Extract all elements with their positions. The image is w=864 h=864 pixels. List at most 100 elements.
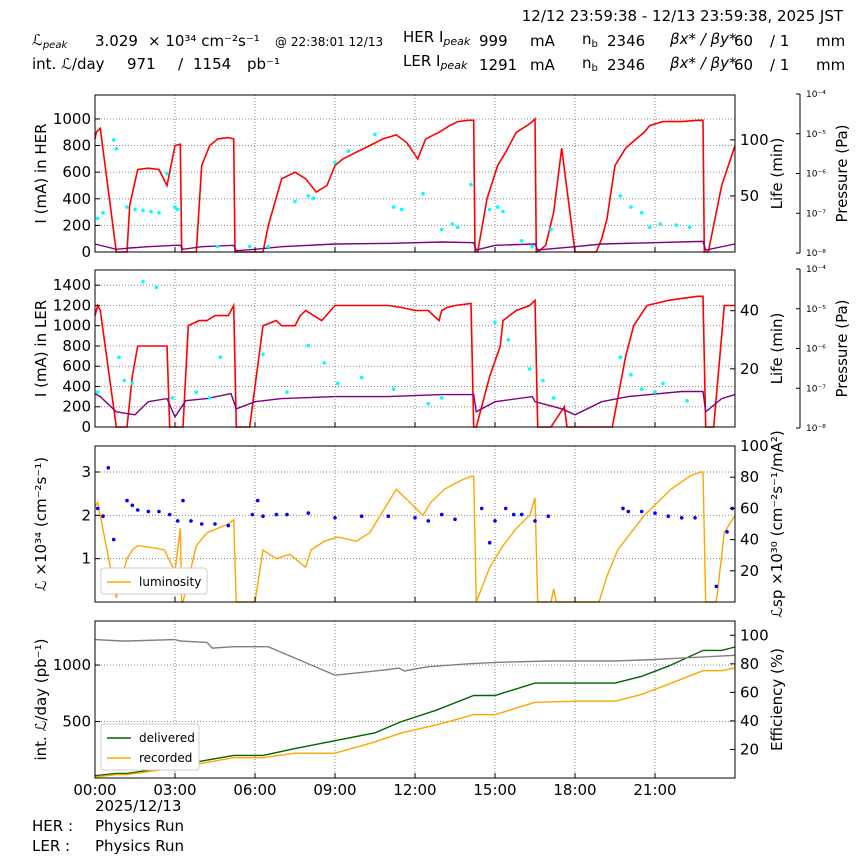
data-point	[666, 514, 671, 518]
y-tick-label: 200	[62, 216, 91, 234]
data-point	[506, 338, 511, 342]
data-point	[359, 514, 364, 518]
data-point	[95, 390, 100, 394]
ler-beta-x: 60	[734, 56, 753, 74]
data-point	[413, 516, 417, 520]
y2-tick-label: 100	[740, 626, 769, 644]
her-ipeak-value: 999	[479, 32, 508, 50]
y2-tick-label: 40	[740, 531, 759, 549]
y2-axis-label: Life (min)	[768, 138, 786, 210]
ler-nb-value: 2346	[607, 56, 645, 74]
data-point	[261, 514, 265, 518]
data-point	[146, 509, 151, 514]
series-current	[94, 295, 735, 428]
data-point	[693, 516, 697, 520]
data-point	[101, 211, 105, 215]
series-pressure	[94, 390, 736, 419]
data-point	[141, 279, 145, 284]
int-lumi-unit: pb⁻¹	[247, 55, 280, 73]
ler-mode-label: LER :	[32, 837, 70, 855]
legend-frame	[100, 567, 208, 595]
run-date: 2025/12/13	[95, 797, 181, 815]
data-point	[111, 537, 116, 542]
pressure-tick-label: 10⁻⁴	[806, 265, 826, 275]
y-tick-label: 1000	[53, 656, 91, 674]
data-point	[493, 519, 497, 523]
data-point	[247, 244, 252, 249]
pressure-tick-label: 10⁻⁶	[806, 345, 826, 355]
data-point	[685, 399, 689, 403]
y-tick-label: 3	[81, 463, 91, 481]
y-axis-label: ℒ ×10³⁴ (cm⁻²s⁻¹)	[32, 457, 50, 591]
data-point	[285, 390, 289, 394]
her-ipeak-unit: mA	[530, 32, 556, 50]
data-point	[487, 207, 492, 212]
data-point	[149, 209, 153, 214]
her-nb-label: nb	[582, 30, 598, 50]
x-tick-label: 03:00	[153, 781, 196, 799]
pressure-axis: 10⁻⁸ 10⁻⁷ 10⁻⁶ 10⁻⁵ 10⁻⁴	[796, 265, 826, 434]
y-tick-label: 1400	[53, 276, 91, 294]
legend: delivered recorded	[100, 723, 200, 771]
data-point	[141, 208, 145, 213]
y-tick-label: 200	[62, 398, 91, 416]
y-tick-label: 0	[81, 243, 91, 261]
data-point	[181, 498, 185, 503]
y-tick-label: 2	[81, 506, 91, 524]
y-tick-label: 400	[62, 377, 91, 395]
y2-tick-label: 20	[740, 360, 759, 378]
data-point	[629, 372, 633, 377]
data-point	[658, 222, 663, 226]
series-lifetime	[95, 132, 692, 249]
data-point	[199, 522, 204, 526]
y-tick-label: 1000	[53, 317, 91, 335]
y-tick-label: 1000	[53, 110, 91, 128]
data-point	[293, 199, 297, 204]
y2-tick-label: 40	[740, 302, 759, 320]
data-point	[551, 396, 556, 400]
y-tick-label: 1200	[53, 296, 91, 314]
panel-integrated: 500 1000 20 40 60 80 100 int. ℒ/day (pb⁻¹) Effic…	[32, 620, 786, 779]
series-pressure	[94, 240, 736, 252]
y-tick-label: 1	[81, 550, 91, 568]
y2-tick-label: 20	[740, 562, 759, 580]
data-point	[306, 511, 311, 515]
her-nb-value: 2346	[607, 32, 645, 50]
data-point	[154, 285, 159, 290]
y3-axis-label: Pressure (Pa)	[833, 299, 851, 397]
data-point	[346, 149, 351, 153]
data-point	[213, 522, 217, 526]
data-point	[165, 171, 169, 176]
data-point	[674, 223, 679, 227]
y-tick-label: 500	[62, 713, 91, 731]
y-axis-label: I (mA) in HER	[32, 123, 50, 223]
data-point	[274, 512, 279, 517]
y-tick-label: 600	[62, 163, 91, 181]
lpeak-value: 3.029	[95, 32, 138, 50]
data-point	[501, 209, 505, 214]
pressure-tick-label: 10⁻⁴	[806, 90, 826, 100]
data-point	[130, 503, 135, 508]
data-point	[519, 239, 524, 243]
data-point	[333, 516, 337, 520]
int-lumi-sep: /	[178, 55, 184, 73]
x-tick-label: 06:00	[233, 781, 276, 799]
data-point	[173, 205, 177, 209]
data-point	[439, 396, 444, 400]
data-point	[549, 227, 553, 232]
data-point	[335, 381, 340, 386]
data-point	[311, 196, 316, 200]
y2-tick-label: 80	[740, 468, 759, 486]
x-tick-label: 00:00	[73, 781, 116, 799]
int-lumi-label: int. ℒ/day	[32, 55, 105, 73]
data-point	[101, 514, 105, 518]
data-point	[453, 517, 457, 522]
her-mode-label: HER :	[32, 817, 73, 835]
ler-ipeak-value: 1291	[479, 56, 517, 74]
data-point	[125, 498, 129, 503]
data-point	[495, 205, 500, 209]
lpeak-unit: × 10³⁴ cm⁻²s⁻¹	[148, 32, 260, 50]
data-point	[386, 514, 391, 518]
data-point	[530, 244, 535, 249]
